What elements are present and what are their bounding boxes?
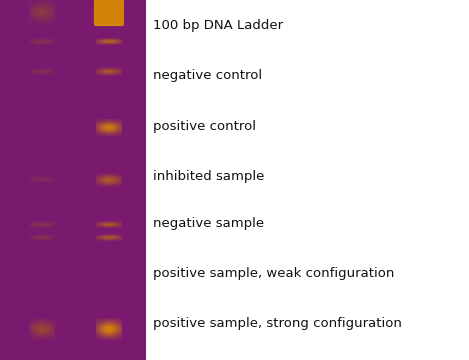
Text: inhibited sample: inhibited sample xyxy=(153,170,265,183)
FancyBboxPatch shape xyxy=(94,0,124,26)
Text: negative sample: negative sample xyxy=(153,217,264,230)
Text: negative control: negative control xyxy=(153,69,262,82)
Text: 100 bp DNA Ladder: 100 bp DNA Ladder xyxy=(153,19,283,32)
Bar xyxy=(0,0,146,360)
Text: positive sample, strong configuration: positive sample, strong configuration xyxy=(153,318,402,330)
Text: positive sample, weak configuration: positive sample, weak configuration xyxy=(153,267,394,280)
Text: positive control: positive control xyxy=(153,120,256,132)
